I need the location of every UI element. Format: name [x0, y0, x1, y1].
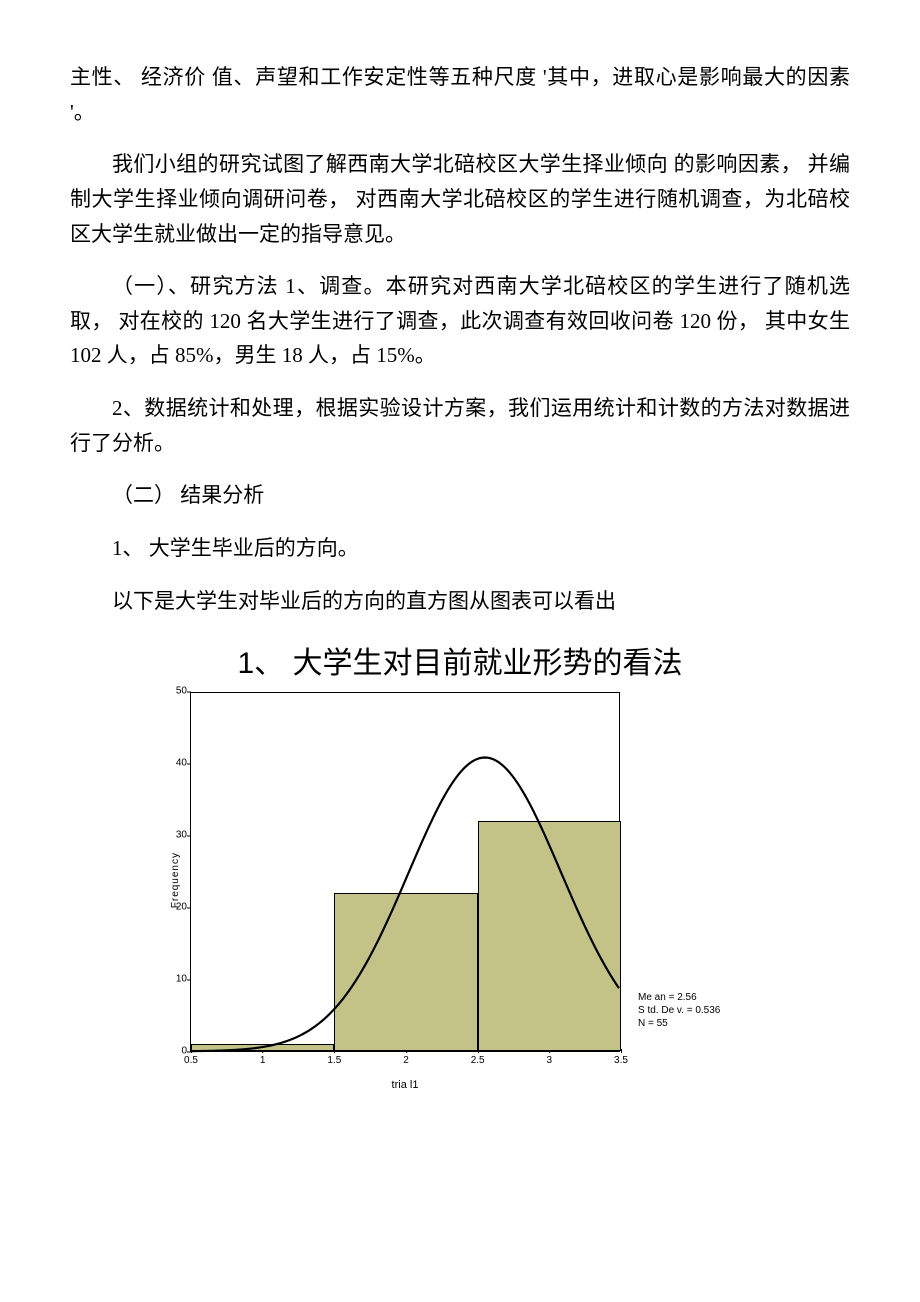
- chart-x-tick: 2: [403, 1055, 409, 1066]
- chart-y-ticks: 01020304050: [161, 693, 187, 1051]
- chart-y-tick: 20: [161, 902, 187, 913]
- chart-x-tick: 2.5: [471, 1055, 485, 1066]
- paragraph-4: 2、数据统计和处理，根据实验设计方案，我们运用统计和计数的方法对数据进行了分析。: [70, 391, 850, 460]
- chart-y-tick: 40: [161, 758, 187, 769]
- chart-x-tick: 1.5: [327, 1055, 341, 1066]
- paragraph-7: 以下是大学生对毕业后的方向的直方图从图表可以看出: [70, 584, 850, 619]
- chart-title: 1、 大学生对目前就业形势的看法: [70, 638, 850, 682]
- chart-x-tick: 1: [260, 1055, 266, 1066]
- histogram-chart: Frequency 01020304050 0.511.522.533.5 tr…: [70, 692, 850, 1052]
- paragraph-2: 我们小组的研究试图了解西南大学北碚校区大学生择业倾向 的影响因素， 并编制大学生…: [70, 147, 850, 251]
- chart-x-tick: 3.5: [614, 1055, 628, 1066]
- paragraph-1: 主性、 经济价 值、声望和工作安定性等五种尺度 '其中，进取心是影响最大的因素 …: [70, 60, 850, 129]
- chart-y-tick: 50: [161, 686, 187, 697]
- chart-stats-text: Me an = 2.56 S td. De v. = 0.536 N = 55: [638, 991, 720, 1030]
- chart-normal-curve: [191, 693, 619, 1051]
- chart-x-ticks: 0.511.522.533.5: [191, 1053, 619, 1069]
- paragraph-6: 1、 大学生毕业后的方向。: [70, 531, 850, 566]
- chart-plot-area: 01020304050 0.511.522.533.5 tria l1: [190, 692, 620, 1052]
- chart-y-tick: 30: [161, 830, 187, 841]
- chart-x-tick: 0.5: [184, 1055, 198, 1066]
- paragraph-5: （二） 结果分析: [70, 478, 850, 513]
- chart-x-tick: 3: [547, 1055, 553, 1066]
- chart-y-tick: 10: [161, 974, 187, 985]
- chart-x-axis-label: tria l1: [191, 1079, 619, 1091]
- paragraph-3: （一）、研究方法 1、调查。本研究对西南大学北碚校区的学生进行了随机选取， 对在…: [70, 269, 850, 373]
